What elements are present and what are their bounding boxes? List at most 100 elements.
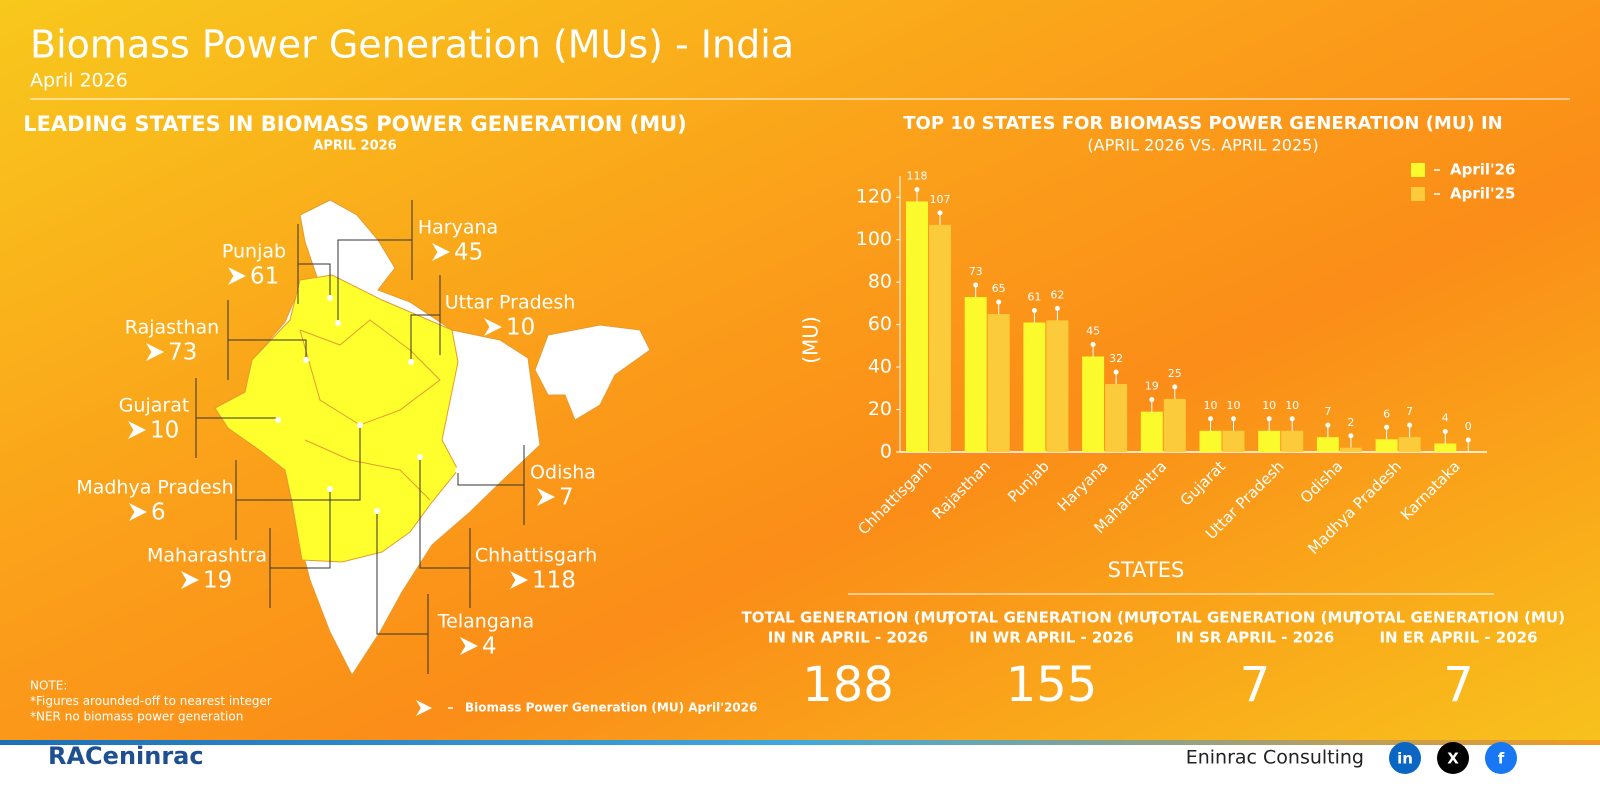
state-name: Gujarat bbox=[119, 395, 190, 417]
bar bbox=[1140, 411, 1163, 452]
value-label: 19 bbox=[1145, 380, 1159, 393]
state-dot bbox=[357, 422, 363, 428]
y-tick-label: 60 bbox=[868, 313, 892, 335]
arrow-icon bbox=[510, 571, 528, 589]
note: *Figures arounded-off to nearest integer bbox=[30, 694, 272, 708]
callout-line bbox=[270, 489, 331, 569]
label-dot bbox=[1384, 424, 1390, 430]
label-dot bbox=[1231, 416, 1236, 422]
total-label: TOTAL GENERATION (MU) bbox=[945, 609, 1158, 627]
total-value: 155 bbox=[1006, 657, 1098, 713]
total-label: TOTAL GENERATION (MU) bbox=[742, 609, 955, 627]
bar bbox=[1281, 430, 1304, 452]
arrow-icon bbox=[128, 421, 146, 439]
state-dot bbox=[303, 357, 309, 363]
y-tick-label: 20 bbox=[868, 398, 892, 420]
value-label: 2 bbox=[1347, 416, 1354, 429]
total-value: 7 bbox=[1443, 657, 1474, 713]
legend-swatch bbox=[1411, 187, 1425, 201]
state-value: 118 bbox=[532, 568, 576, 594]
total-label: IN WR APRIL - 2026 bbox=[969, 629, 1133, 647]
arrow-icon bbox=[228, 267, 246, 285]
legend-label: April'25 bbox=[1450, 185, 1516, 203]
callout-line bbox=[228, 339, 307, 360]
value-label: 7 bbox=[1406, 405, 1413, 418]
value-label: 65 bbox=[992, 282, 1006, 295]
callout-line bbox=[376, 511, 428, 635]
state-value: 61 bbox=[250, 264, 279, 290]
bar bbox=[1222, 430, 1245, 452]
callout-line bbox=[419, 457, 470, 569]
total-label: IN SR APRIL - 2026 bbox=[1176, 629, 1335, 647]
arrow-icon bbox=[146, 343, 164, 361]
bar bbox=[1258, 430, 1281, 452]
footer-bg bbox=[0, 745, 1600, 800]
state-dot bbox=[335, 320, 341, 326]
label-dot bbox=[937, 210, 943, 216]
chart-subtitle: (APRIL 2026 VS. APRIL 2025) bbox=[1087, 136, 1318, 155]
state-name: Odisha bbox=[530, 462, 596, 484]
social-icon-label: f bbox=[1498, 750, 1505, 768]
bar bbox=[1082, 356, 1105, 452]
stripe bbox=[0, 740, 1600, 745]
state-name: Telangana bbox=[437, 611, 534, 633]
state-value: 6 bbox=[151, 500, 166, 526]
chart-title: TOP 10 STATES FOR BIOMASS POWER GENERATI… bbox=[903, 113, 1502, 134]
callout-line bbox=[337, 239, 412, 323]
page-subtitle: April 2026 bbox=[30, 70, 128, 92]
brand: Eninrac Consulting bbox=[1186, 747, 1364, 769]
value-label: 25 bbox=[1168, 367, 1182, 380]
value-label: 10 bbox=[1262, 399, 1276, 412]
bar bbox=[1316, 437, 1339, 452]
state-name: Uttar Pradesh bbox=[445, 292, 576, 314]
label-dot bbox=[1289, 416, 1295, 422]
bar bbox=[1023, 322, 1046, 452]
total-label: IN ER APRIL - 2026 bbox=[1379, 629, 1537, 647]
value-label: 10 bbox=[1227, 399, 1241, 412]
value-label: 61 bbox=[1027, 290, 1041, 303]
value-label: 62 bbox=[1050, 288, 1064, 301]
value-label: 45 bbox=[1086, 324, 1100, 337]
value-label: 32 bbox=[1109, 352, 1123, 365]
callout-line bbox=[298, 263, 331, 298]
map-legend: Biomass Power Generation (MU) April'2026 bbox=[465, 701, 757, 715]
bar bbox=[929, 224, 951, 452]
state-name: Madhya Pradesh bbox=[76, 477, 233, 499]
total-value: 7 bbox=[1240, 657, 1271, 713]
state-dot bbox=[417, 454, 423, 460]
state-name: Chhattisgarh bbox=[475, 545, 597, 567]
bar bbox=[1199, 430, 1222, 452]
state-dot bbox=[327, 295, 333, 301]
india-map bbox=[214, 199, 651, 676]
bar bbox=[1375, 439, 1398, 452]
label-dot bbox=[1465, 437, 1471, 443]
social-icon bbox=[1389, 742, 1421, 774]
y-tick-label: 120 bbox=[856, 186, 892, 208]
social-icon-label: X bbox=[1447, 750, 1459, 768]
map-title: LEADING STATES IN BIOMASS POWER GENERATI… bbox=[23, 112, 687, 136]
arrow-icon bbox=[181, 571, 199, 589]
state-name: Punjab bbox=[222, 241, 286, 263]
label-dot bbox=[1325, 422, 1331, 428]
callout-line bbox=[457, 470, 524, 486]
bar bbox=[987, 314, 1010, 452]
state-name: Haryana bbox=[418, 217, 498, 239]
state-value: 19 bbox=[203, 568, 232, 594]
callout-line bbox=[236, 425, 361, 501]
social-icon bbox=[1437, 742, 1469, 774]
state-value: 4 bbox=[482, 634, 497, 660]
y-tick-label: 100 bbox=[856, 228, 892, 250]
label-dot bbox=[1266, 416, 1272, 422]
arrow-icon bbox=[416, 700, 432, 716]
total-label: TOTAL GENERATION (MU) bbox=[1352, 609, 1565, 627]
label-dot bbox=[973, 282, 979, 288]
value-label: 6 bbox=[1383, 407, 1390, 420]
value-label: 0 bbox=[1465, 420, 1472, 433]
value-label: 107 bbox=[930, 193, 951, 206]
bar bbox=[1163, 398, 1186, 452]
y-tick-label: 80 bbox=[868, 271, 892, 293]
y-tick-label: 0 bbox=[880, 441, 892, 463]
label-dot bbox=[1031, 307, 1037, 313]
arrow-icon bbox=[484, 318, 502, 336]
